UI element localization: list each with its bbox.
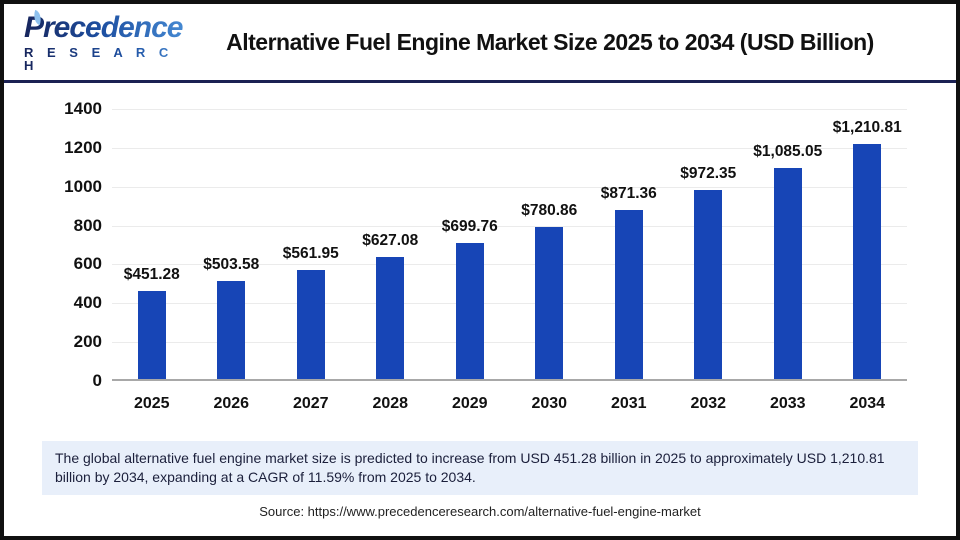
summary-text: The global alternative fuel engine marke… [55, 450, 885, 485]
y-tick-label-600: 600 [73, 254, 102, 274]
bar-value-label-2033: $1,085.05 [753, 143, 823, 161]
bar-value-label-2034: $1,210.81 [832, 118, 902, 136]
x-tick-label-2032: 2032 [690, 395, 727, 412]
bar-2025 [137, 291, 166, 379]
bar-value-label-2027: $561.95 [282, 244, 339, 262]
bar-value-label-2032: $972.35 [680, 165, 737, 183]
bar-2028 [376, 257, 405, 379]
x-tick-label-2027: 2027 [292, 395, 329, 412]
bar-chart: $451.28 $503.58 $561.95 $627.08 $699.76 $780.… [4, 83, 956, 435]
summary-callout: The global alternative fuel engine marke… [42, 441, 918, 495]
bar-2032 [694, 190, 723, 379]
source-line: Source: https://www.precedenceresearch.c… [4, 504, 956, 519]
precedence-research-logo: Precedence R E S E A R C H [24, 9, 194, 72]
source-text: Source: https://www.precedenceresearch.c… [259, 503, 701, 519]
x-tick-label-2026: 2026 [213, 395, 250, 412]
x-tick-label-2034: 2034 [849, 395, 886, 412]
gridline-y-800 [112, 225, 907, 227]
bar-2034 [853, 143, 882, 379]
plot-area: $451.28 $503.58 $561.95 $627.08 $699.76 $780.… [112, 109, 907, 381]
logo-subtitle: R E S E A R C H [24, 46, 194, 72]
y-tick-label-1200: 1200 [64, 137, 102, 157]
y-tick-label-200: 200 [73, 332, 102, 352]
bar-2033 [773, 168, 802, 379]
bar-value-label-2025: $451.28 [123, 266, 180, 284]
bar-2031 [614, 209, 643, 379]
gridline-y-1200 [112, 147, 907, 149]
gridline-y-600 [112, 264, 907, 266]
bar-2026 [217, 281, 246, 379]
x-tick-label-2030: 2030 [531, 395, 568, 412]
gridline-y-1400 [112, 109, 907, 110]
y-tick-label-400: 400 [73, 293, 102, 313]
y-tick-label-800: 800 [73, 215, 102, 235]
x-tick-label-2029: 2029 [451, 395, 488, 412]
y-tick-label-1400: 1400 [64, 99, 102, 118]
y-tick-label-0: 0 [92, 371, 102, 390]
gridline-y-1000 [112, 186, 907, 188]
logo-name: Precedence [24, 12, 194, 43]
bar-2030 [535, 227, 564, 379]
y-tick-label-1000: 1000 [64, 176, 102, 196]
gridline-y-200 [112, 342, 907, 344]
x-tick-label-2033: 2033 [769, 395, 806, 412]
bar-value-label-2030: $780.86 [521, 202, 578, 220]
bar-value-label-2029: $699.76 [441, 218, 498, 236]
bar-value-label-2028: $627.08 [362, 232, 419, 250]
bar-value-label-2026: $503.58 [203, 256, 260, 274]
x-tick-label-2028: 2028 [372, 395, 409, 412]
page-title: Alternative Fuel Engine Market Size 2025… [226, 28, 874, 55]
bar-2029 [455, 243, 484, 379]
header: Precedence R E S E A R C H Alternative F… [4, 4, 956, 83]
x-tick-label-2025: 2025 [133, 395, 170, 412]
x-tick-label-2031: 2031 [610, 395, 647, 412]
gridline-y-400 [112, 303, 907, 305]
bar-value-label-2031: $871.36 [600, 184, 657, 202]
bar-2027 [296, 269, 325, 379]
